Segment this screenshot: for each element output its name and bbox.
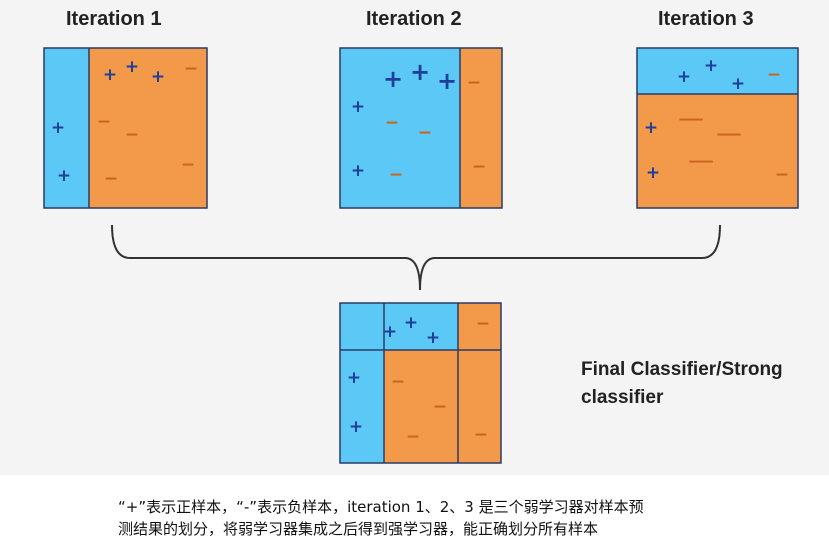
plus-sample: + [677, 67, 691, 87]
minus-sample: − [467, 73, 481, 93]
positive-region-left [340, 350, 384, 463]
plus-sample: + [383, 322, 397, 342]
positive-region-top [340, 303, 458, 350]
plus-sample: + [404, 313, 418, 333]
minus-sample: − [685, 151, 716, 171]
panel-border [339, 47, 503, 209]
minus-sample: − [406, 427, 420, 447]
plus-sample: + [646, 163, 660, 183]
minus-sample: − [184, 59, 198, 79]
minus-sample: − [767, 65, 781, 85]
minus-sample: − [775, 165, 789, 185]
negative-samples: −−−−− [391, 314, 490, 447]
minus-sample: − [474, 425, 488, 445]
boosting-diagram: + + +++ −−−−− + + +++ −− −−− +++++ −−−−− [43, 47, 799, 464]
negative-samples: −−−−− [675, 65, 789, 185]
positive-samples: + + + + + [51, 57, 165, 186]
plus-sample: + [151, 67, 165, 87]
plus-sample: + [351, 97, 365, 117]
panel-border [43, 47, 208, 209]
caption-line-1: “+”表示正样本，“-”表示负样本，iteration 1、2、3 是三个弱学习… [118, 498, 644, 516]
panel-border [636, 47, 799, 209]
iteration-3-title: Iteration 3 [658, 8, 754, 30]
minus-sample: − [385, 113, 399, 133]
negative-samples: −−−−− [97, 59, 198, 189]
minus-sample: − [389, 165, 403, 185]
positive-region [340, 48, 460, 208]
minus-sample: − [476, 314, 490, 334]
minus-sample: − [713, 124, 744, 144]
iteration-1-title: Iteration 1 [66, 8, 162, 30]
plus-sample: + [731, 74, 745, 94]
minus-sample: − [433, 397, 447, 417]
positive-samples: +++++ [351, 58, 457, 181]
iteration-1-panel: + + +++ −−−−− [43, 47, 208, 209]
plus-sample: + [383, 65, 403, 93]
boosting-figure: Iteration 1 Iteration 2 Iteration 3 + + + +… [0, 0, 829, 475]
plus-sample: + [644, 118, 658, 138]
minus-sample: − [418, 123, 432, 143]
minus-sample: − [104, 169, 118, 189]
positive-samples: + + + + + [347, 313, 440, 437]
positive-samples: + + + + + [644, 56, 745, 183]
iteration-3-panel: +++++ −−−−− [636, 47, 799, 209]
negative-samples: −−−−− [385, 73, 486, 185]
minus-sample: − [675, 109, 706, 129]
plus-sample: + [103, 65, 117, 85]
plus-sample: + [51, 118, 65, 138]
minus-sample: − [97, 112, 111, 132]
plus-sample: + [704, 56, 718, 76]
plus-sample: + [437, 67, 457, 95]
final-classifier-label-line-1: Final Classifier/Strong [581, 359, 783, 380]
plus-sample: + [351, 161, 365, 181]
positive-region [44, 48, 89, 208]
plus-sample: + [347, 368, 361, 388]
final-classifier-label: Final Classifier/Strong classifier [581, 356, 783, 412]
plus-sample: + [125, 57, 139, 77]
final-classifier-panel: + ++++ −−−−− [339, 302, 502, 464]
minus-sample: − [181, 155, 195, 175]
minus-sample: − [391, 372, 405, 392]
positive-region [637, 48, 798, 94]
plus-sample: + [349, 417, 363, 437]
caption: “+”表示正样本，“-”表示负样本，iteration 1、2、3 是三个弱学习… [118, 496, 798, 540]
combine-brace [111, 224, 721, 291]
iteration-2-title: Iteration 2 [366, 8, 462, 30]
panel-border [339, 302, 502, 464]
minus-sample: − [125, 125, 139, 145]
iteration-2-panel: + + +++ −− −−− [339, 47, 503, 209]
plus-sample: + [426, 328, 440, 348]
plus-sample: + [57, 166, 71, 186]
caption-line-2: 测结果的划分，将弱学习器集成之后得到强学习器，能正确划分所有样本 [118, 520, 599, 538]
final-classifier-label-line-2: classifier [581, 387, 664, 408]
plus-sample: + [410, 58, 430, 86]
minus-sample: − [472, 157, 486, 177]
